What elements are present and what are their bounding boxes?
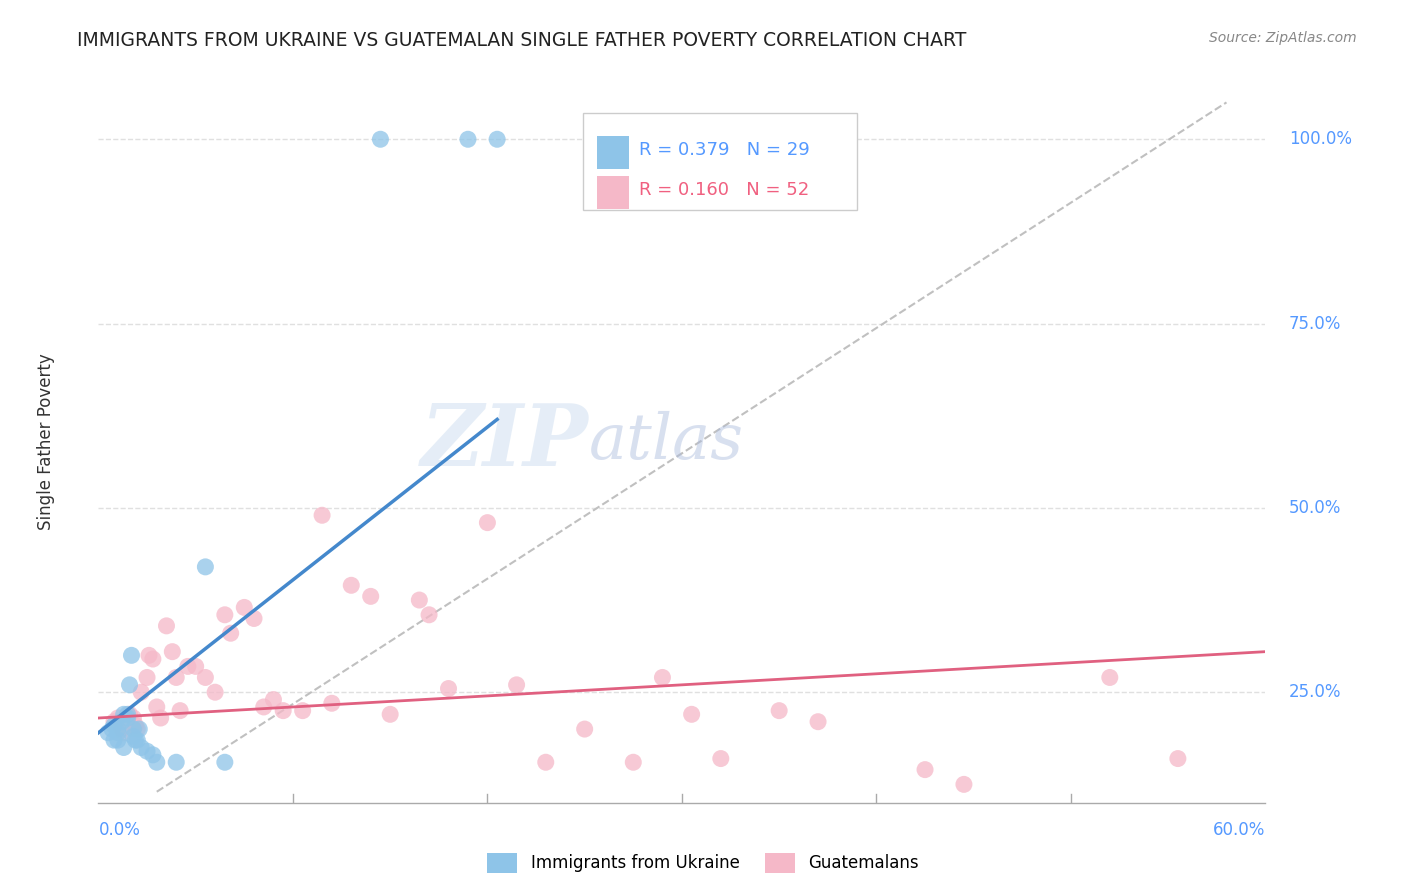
Point xyxy=(128,722,150,736)
Point xyxy=(111,714,134,729)
Point xyxy=(477,516,499,530)
Point xyxy=(177,659,200,673)
Bar xyxy=(596,176,630,209)
Point xyxy=(107,722,129,736)
Point xyxy=(457,132,479,146)
Point xyxy=(340,578,363,592)
Point xyxy=(370,132,392,146)
Point xyxy=(184,659,207,673)
Point xyxy=(505,678,527,692)
Point xyxy=(117,707,139,722)
Point xyxy=(127,722,149,736)
Point xyxy=(768,704,790,718)
Text: Source: ZipAtlas.com: Source: ZipAtlas.com xyxy=(1209,31,1357,45)
Point xyxy=(710,751,733,765)
Text: 50.0%: 50.0% xyxy=(1289,499,1341,516)
Point xyxy=(121,648,143,663)
Point xyxy=(127,733,149,747)
Point xyxy=(1167,751,1189,765)
Point xyxy=(194,560,217,574)
Point xyxy=(243,611,266,625)
Point xyxy=(103,718,125,732)
Point xyxy=(574,722,596,736)
Point xyxy=(136,744,159,758)
Point xyxy=(165,756,187,770)
Text: 100.0%: 100.0% xyxy=(1289,130,1351,148)
Text: 25.0%: 25.0% xyxy=(1289,683,1341,701)
Point xyxy=(321,696,343,710)
Point xyxy=(138,648,160,663)
Text: 0.0%: 0.0% xyxy=(98,822,141,839)
Legend: Immigrants from Ukraine, Guatemalans: Immigrants from Ukraine, Guatemalans xyxy=(481,847,925,880)
Point xyxy=(122,722,145,736)
Text: 60.0%: 60.0% xyxy=(1213,822,1265,839)
Point xyxy=(117,711,139,725)
Point xyxy=(360,590,382,604)
Point xyxy=(122,711,145,725)
Point xyxy=(146,700,169,714)
Point xyxy=(107,711,129,725)
Text: R = 0.160   N = 52: R = 0.160 N = 52 xyxy=(638,181,808,199)
Text: IMMIGRANTS FROM UKRAINE VS GUATEMALAN SINGLE FATHER POVERTY CORRELATION CHART: IMMIGRANTS FROM UKRAINE VS GUATEMALAN SI… xyxy=(77,31,967,50)
Point xyxy=(219,626,242,640)
Point xyxy=(146,756,169,770)
Point xyxy=(418,607,440,622)
Point xyxy=(155,619,177,633)
Point xyxy=(124,733,146,747)
Point xyxy=(118,678,141,692)
Point xyxy=(136,670,159,684)
Point xyxy=(149,711,172,725)
Point xyxy=(681,707,703,722)
Point xyxy=(214,607,236,622)
Point xyxy=(651,670,673,684)
Point xyxy=(204,685,226,699)
Point xyxy=(112,740,135,755)
Point xyxy=(408,593,430,607)
Point xyxy=(914,763,936,777)
Text: R = 0.379   N = 29: R = 0.379 N = 29 xyxy=(638,141,810,160)
Point xyxy=(621,756,644,770)
Point xyxy=(111,722,134,736)
Point xyxy=(129,685,152,699)
Point xyxy=(169,704,191,718)
Point xyxy=(103,733,125,747)
Bar xyxy=(596,136,630,169)
Text: 75.0%: 75.0% xyxy=(1289,315,1341,333)
Point xyxy=(311,508,333,523)
Point xyxy=(953,777,976,791)
Point xyxy=(124,718,146,732)
Point xyxy=(534,756,557,770)
Point xyxy=(122,730,145,744)
Point xyxy=(194,670,217,684)
Point xyxy=(103,714,125,729)
Text: atlas: atlas xyxy=(589,410,744,473)
Point xyxy=(112,725,135,739)
Point xyxy=(253,700,276,714)
Point xyxy=(262,692,284,706)
Text: Single Father Poverty: Single Father Poverty xyxy=(37,353,55,530)
Point xyxy=(165,670,187,684)
Point xyxy=(142,652,165,666)
Point xyxy=(233,600,256,615)
Point xyxy=(142,747,165,762)
Point xyxy=(97,725,120,739)
Point xyxy=(107,725,129,739)
Point xyxy=(101,722,124,736)
Point xyxy=(291,704,314,718)
Point xyxy=(162,645,184,659)
Point xyxy=(486,132,509,146)
Point xyxy=(118,707,141,722)
Point xyxy=(112,707,135,722)
Point xyxy=(271,704,294,718)
Point xyxy=(807,714,830,729)
Point xyxy=(214,756,236,770)
Point xyxy=(1098,670,1121,684)
Point xyxy=(107,733,129,747)
Point xyxy=(437,681,460,696)
Point xyxy=(380,707,402,722)
Text: ZIP: ZIP xyxy=(420,400,589,483)
FancyBboxPatch shape xyxy=(582,112,856,211)
Point xyxy=(129,740,152,755)
